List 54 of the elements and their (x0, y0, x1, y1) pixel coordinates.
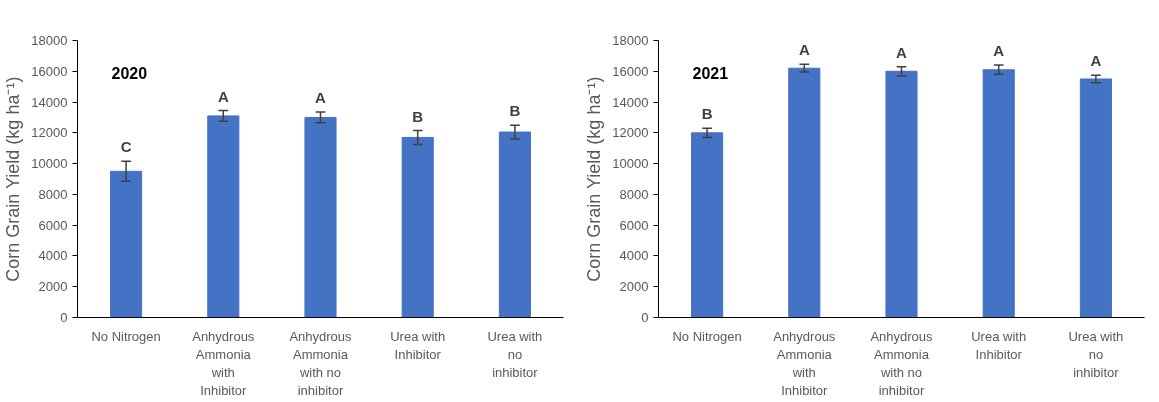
annotation: A (315, 89, 327, 107)
text: 2020 (111, 65, 148, 83)
annotation: A (217, 87, 229, 105)
y-tick-label: 8000 (619, 186, 649, 202)
x-tick-label: Urea with Inhibitor (390, 328, 446, 362)
y-axis-title: Corn Grain Yield (kg ha⁻¹) (3, 76, 24, 282)
x-tick-label: No Nitrogen (91, 328, 161, 344)
x-tick-label: Anhydrous Ammonia with no inhibitor (870, 328, 934, 398)
y-tick-label: 16000 (612, 63, 649, 79)
y-tick-label: 0 (641, 310, 649, 325)
y-tick-label: 10000 (612, 156, 649, 172)
annotation: A (1090, 52, 1102, 70)
bar (788, 67, 821, 318)
y-tick-label: 6000 (38, 217, 68, 233)
y-tick-label: 2000 (619, 279, 649, 295)
annotation: B (509, 102, 521, 120)
y-tick-label: 12000 (612, 125, 649, 141)
x-tick-label: Anhydrous Ammonia with Inhibitor (773, 328, 836, 398)
y-tick-label: 18000 (612, 33, 649, 48)
y-tick-label: 2000 (38, 279, 68, 295)
y-tick-label: 8000 (38, 186, 68, 202)
bar (207, 115, 240, 318)
bar (1079, 78, 1112, 318)
x-tick-label: Anhydrous Ammonia with no inhibitor (289, 328, 353, 398)
x-tick-label: Urea with Inhibitor (971, 328, 1027, 362)
y-tick-label: 0 (60, 310, 68, 325)
y-tick-label: 4000 (38, 248, 68, 264)
bar (110, 170, 143, 318)
annotation: C (120, 138, 132, 156)
annotation: B (701, 105, 713, 123)
bar (885, 70, 918, 318)
y-tick-label: 10000 (31, 156, 68, 172)
x-tick-label: Urea with no inhibitor (1068, 328, 1124, 380)
bar (498, 131, 531, 318)
annotation: A (993, 42, 1005, 60)
bar (982, 69, 1015, 318)
x-tick-label: Anhydrous Ammonia with Inhibitor (192, 328, 255, 398)
x-tick-label: No Nitrogen (672, 328, 742, 344)
y-tick-label: 12000 (31, 125, 68, 141)
y-tick-label: 16000 (31, 63, 68, 79)
y-axis-title: Corn Grain Yield (kg ha⁻¹) (584, 76, 605, 282)
y-tick-label: 4000 (619, 248, 649, 264)
annotation: A (896, 43, 908, 61)
bar (304, 116, 337, 318)
annotation: B (412, 107, 424, 125)
annotation: A (798, 41, 810, 59)
y-tick-label: 6000 (619, 217, 649, 233)
y-tick-label: 14000 (31, 94, 68, 110)
text: 2021 (692, 65, 729, 83)
y-tick-label: 18000 (31, 33, 68, 48)
bar (691, 132, 724, 318)
x-tick-label: Urea with no inhibitor (487, 328, 543, 380)
y-tick-label: 14000 (612, 94, 649, 110)
bar (401, 136, 434, 318)
